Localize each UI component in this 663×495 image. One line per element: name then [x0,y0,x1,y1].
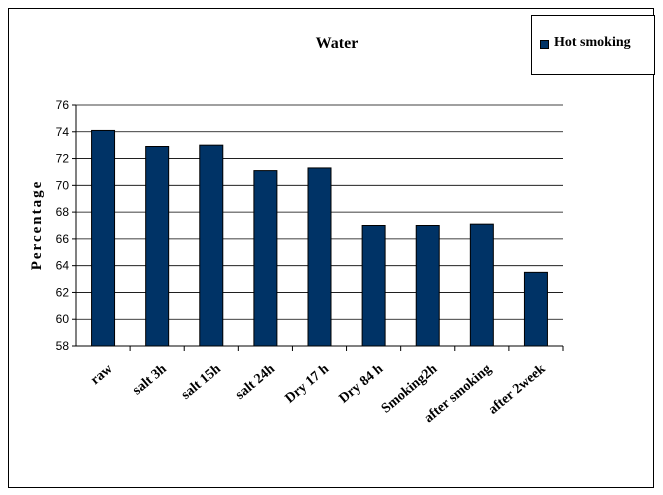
x-tick-label: Dry 84 h [337,361,387,406]
chart-title: Water [316,35,359,52]
bar [361,225,386,347]
bar [307,167,332,347]
y-tick-label: 76 [56,98,70,112]
x-tick-labels: raw salt 3h salt 15h salt 24h Dry 17 h Dry 84… [88,361,549,426]
y-axis-label: Percentage [29,180,45,271]
y-tick-label: 74 [56,125,70,139]
y-tick-label: 68 [56,205,70,219]
y-tick-label: 72 [56,152,70,166]
legend-swatch [540,40,549,49]
y-tick-label: 60 [56,312,70,326]
y-tick-labels: 58 60 62 64 66 68 70 72 74 76 [56,98,70,353]
x-tick-label: after 2week [486,361,549,417]
bars [91,129,564,351]
legend: Hot smoking [531,15,655,75]
bar [415,225,440,347]
y-tick-label: 58 [56,339,70,353]
bar [91,129,116,347]
bar [145,146,170,347]
y-tick-label: 70 [56,178,70,192]
x-tick-label: Dry 17 h [282,361,332,406]
bar [199,144,224,347]
legend-label: Hot smoking [554,35,631,50]
x-tick-label: salt 24h [233,361,278,402]
bar [523,271,548,347]
y-tick-label: 64 [56,259,70,273]
bar [469,223,494,347]
x-tick-label: salt 3h [130,361,170,398]
bar [253,170,278,347]
y-tick-label: 62 [56,285,70,299]
x-tick-label: raw [88,361,116,388]
y-tick-label: 66 [56,232,70,246]
x-tick-label: salt 15h [179,361,224,402]
